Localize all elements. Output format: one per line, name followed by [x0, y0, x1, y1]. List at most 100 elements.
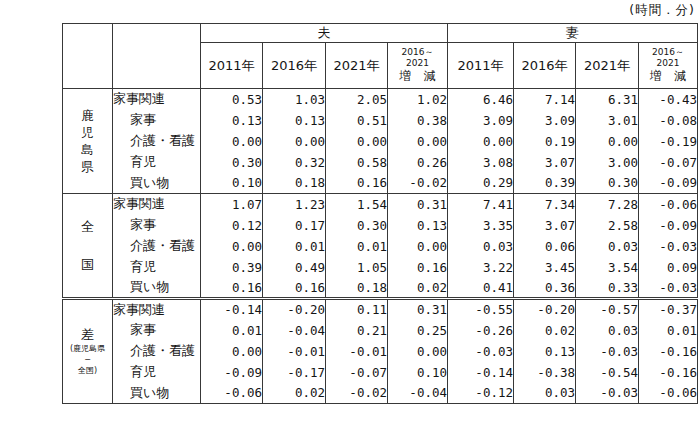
- table-row: 育児 0.39 0.49 1.05 0.16 3.22 3.45 3.54 0.…: [63, 257, 698, 278]
- value-cell: -0.07: [326, 362, 388, 383]
- value-cell: -0.02: [326, 383, 388, 404]
- value-cell: 7.14: [514, 89, 576, 110]
- change-cell: 0.00: [388, 341, 448, 362]
- value-cell: 0.58: [326, 152, 388, 173]
- change-cell: -0.08: [639, 110, 698, 131]
- value-cell: -0.26: [448, 320, 514, 341]
- value-cell: 0.33: [576, 278, 639, 299]
- group-label-sub: −: [63, 354, 112, 365]
- value-cell: 0.29: [448, 173, 514, 194]
- value-cell: 3.01: [576, 110, 639, 131]
- value-cell: 0.02: [514, 320, 576, 341]
- change-range-top: 2016～: [639, 47, 697, 58]
- value-cell: 0.13: [263, 110, 326, 131]
- change-cell: 0.00: [388, 131, 448, 152]
- change-cell: 0.09: [639, 257, 698, 278]
- row-label: 買い物: [113, 383, 201, 404]
- table-row: 育児 0.30 0.32 0.58 0.26 3.08 3.07 3.00 -0…: [63, 152, 698, 173]
- value-cell: 1.03: [263, 89, 326, 110]
- value-cell: 0.00: [201, 341, 263, 362]
- value-cell: 1.23: [263, 194, 326, 215]
- value-cell: 3.09: [448, 110, 514, 131]
- value-cell: 0.13: [514, 341, 576, 362]
- value-cell: 3.00: [576, 152, 639, 173]
- change-cell: -0.04: [388, 383, 448, 404]
- report-page: (時間．分) 夫 妻 2011年 2016年 2021年 2016～ 2021 …: [0, 0, 700, 439]
- value-cell: 0.32: [263, 152, 326, 173]
- value-cell: 3.22: [448, 257, 514, 278]
- table-row: 買い物 0.16 0.16 0.18 0.02 0.41 0.36 0.33 -…: [63, 278, 698, 299]
- change-cell: -0.06: [639, 383, 698, 404]
- value-cell: 0.00: [263, 131, 326, 152]
- value-cell: -0.01: [263, 341, 326, 362]
- value-cell: -0.20: [263, 299, 326, 320]
- value-cell: 0.16: [263, 278, 326, 299]
- change-cell: -0.03: [639, 236, 698, 257]
- value-cell: 2.05: [326, 89, 388, 110]
- table-row: 買い物 0.10 0.18 0.16 -0.02 0.29 0.39 0.30 …: [63, 173, 698, 194]
- value-cell: 0.39: [514, 173, 576, 194]
- table-row: 家事 0.01 -0.04 0.21 0.25 -0.26 0.02 0.03 …: [63, 320, 698, 341]
- value-cell: 7.41: [448, 194, 514, 215]
- value-cell: 0.30: [201, 152, 263, 173]
- value-cell: 0.39: [201, 257, 263, 278]
- value-cell: -0.14: [448, 362, 514, 383]
- change-cell: -0.19: [639, 131, 698, 152]
- change-cell: -0.16: [639, 341, 698, 362]
- value-cell: -0.12: [448, 383, 514, 404]
- value-cell: 0.51: [326, 110, 388, 131]
- value-cell: 3.45: [514, 257, 576, 278]
- change-cell: 0.10: [388, 362, 448, 383]
- change-cell: -0.43: [639, 89, 698, 110]
- change-cell: -0.37: [639, 299, 698, 320]
- value-cell: 0.00: [576, 131, 639, 152]
- value-cell: 7.34: [514, 194, 576, 215]
- table-row: 鹿 児 島 県 家事関連 0.53 1.03 2.05 1.02 6.46 7.…: [63, 89, 698, 110]
- value-cell: -0.55: [448, 299, 514, 320]
- value-cell: 0.10: [201, 173, 263, 194]
- row-label: 家事: [113, 320, 201, 341]
- value-cell: 0.36: [514, 278, 576, 299]
- change-cell: -0.07: [639, 152, 698, 173]
- value-cell: 0.16: [201, 278, 263, 299]
- change-cell: -0.06: [639, 194, 698, 215]
- value-cell: -0.54: [576, 362, 639, 383]
- value-cell: 0.00: [448, 131, 514, 152]
- value-cell: 0.12: [201, 215, 263, 236]
- row-label: 育児: [113, 257, 201, 278]
- group-label-text: 鹿 児 島 県: [63, 107, 112, 175]
- change-cell: -0.02: [388, 173, 448, 194]
- unit-label: (時間．分): [447, 2, 695, 19]
- value-cell: 1.05: [326, 257, 388, 278]
- value-cell: 0.49: [263, 257, 326, 278]
- change-cell: 0.02: [388, 278, 448, 299]
- row-label: 家事: [113, 110, 201, 131]
- group-label-sub: (鹿児島県: [63, 343, 112, 354]
- value-cell: 0.03: [514, 383, 576, 404]
- value-cell: 3.54: [576, 257, 639, 278]
- change-cell: 0.13: [388, 215, 448, 236]
- year-header: 2011年: [201, 43, 263, 89]
- row-label: 育児: [113, 152, 201, 173]
- table-row: 買い物 -0.06 0.02 -0.02 -0.04 -0.12 0.03 -0…: [63, 383, 698, 404]
- group-label-text: 全 国: [63, 208, 112, 284]
- year-header: 2016年: [514, 43, 576, 89]
- row-label: 介護・看護: [113, 341, 201, 362]
- change-cell: 0.26: [388, 152, 448, 173]
- year-header: 2016年: [263, 43, 326, 89]
- value-cell: 0.00: [201, 236, 263, 257]
- table-row: 家事 0.12 0.17 0.30 0.13 3.35 3.07 2.58 -0…: [63, 215, 698, 236]
- year-header: 2021年: [326, 43, 388, 89]
- column-group-wife: 妻: [448, 24, 698, 43]
- change-header: 2016～ 2021 増 減: [388, 43, 448, 89]
- value-cell: 0.30: [326, 215, 388, 236]
- change-cell: -0.16: [639, 362, 698, 383]
- row-label: 家事関連: [113, 299, 201, 320]
- column-group-husband: 夫: [201, 24, 448, 43]
- change-cell: 0.00: [388, 236, 448, 257]
- value-cell: -0.01: [326, 341, 388, 362]
- change-cell: -0.03: [639, 278, 698, 299]
- value-cell: 3.09: [514, 110, 576, 131]
- change-cell: 0.16: [388, 257, 448, 278]
- value-cell: 0.01: [201, 320, 263, 341]
